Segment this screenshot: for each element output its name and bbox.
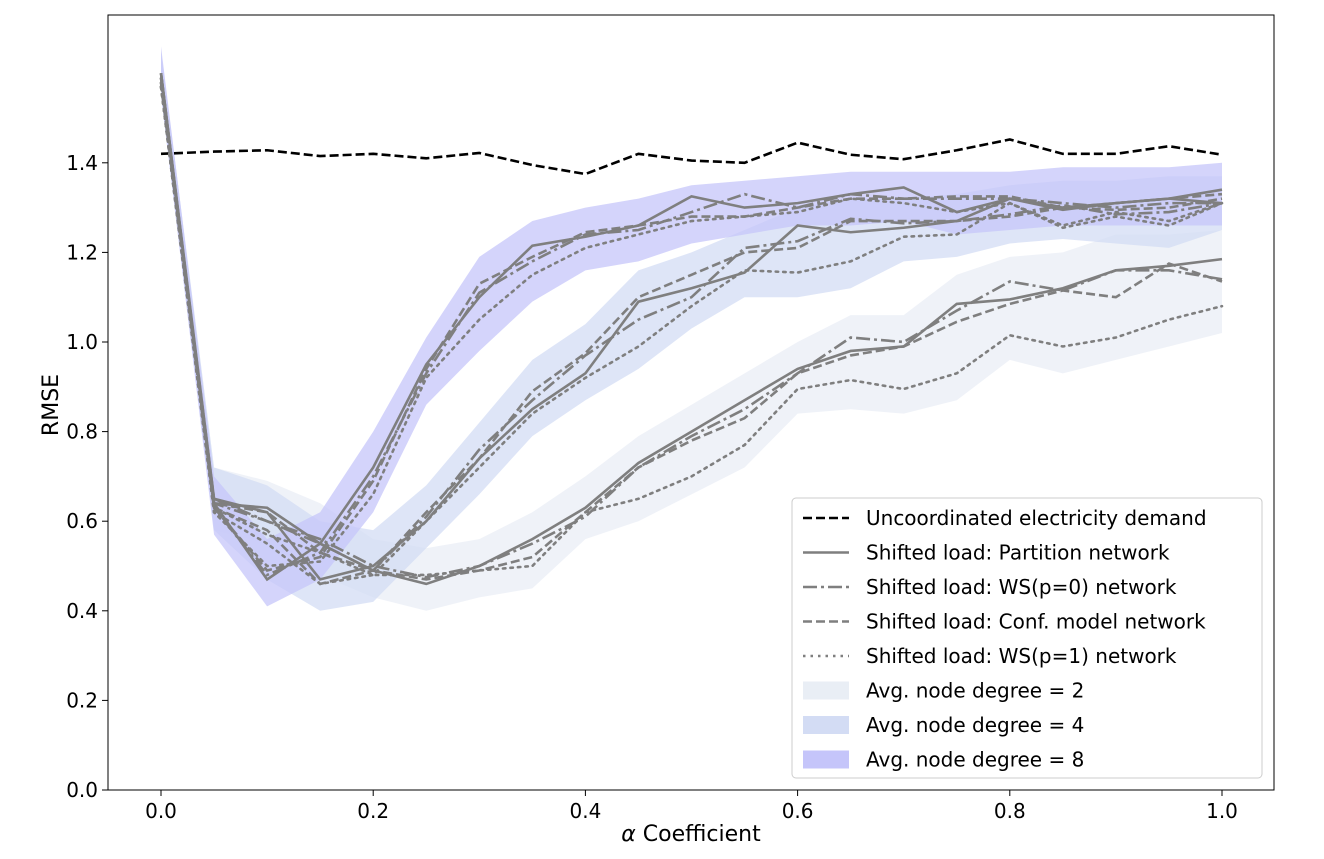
y-axis: 0.0 0.2 0.4 0.6 0.8 1.0 1.2 1.4 <box>66 151 108 802</box>
series-line-3-degree_8 <box>159 81 1223 572</box>
legend-band-swatch <box>803 750 849 769</box>
series-line-3-degree_2 <box>159 81 1223 581</box>
band-degree-8 <box>161 46 1222 607</box>
legend-band-swatch <box>803 716 849 734</box>
x-tick-label: 0.4 <box>569 799 601 823</box>
legend-entry: Shifted load: Partition network <box>866 541 1170 565</box>
x-axis-label: α Coefficient <box>621 822 761 847</box>
y-tick-label: 0.4 <box>66 599 98 623</box>
x-axis-symbol: α <box>621 822 636 847</box>
series-line-4-degree_8 <box>159 85 1224 568</box>
series-line-2-degree_2 <box>159 77 1223 579</box>
legend-band-swatch <box>803 681 849 700</box>
y-tick-label: 0.2 <box>66 688 98 712</box>
x-tick-label: 0.2 <box>357 799 389 823</box>
confidence-bands <box>161 46 1222 611</box>
series-lines <box>159 73 1224 586</box>
legend-entry: Shifted load: Conf. model network <box>866 610 1206 634</box>
x-axis: 0.0 0.2 0.4 0.6 0.8 1.0 <box>145 790 1238 823</box>
x-axis-label-text: Coefficient <box>643 822 761 847</box>
x-tick-label: 0.0 <box>145 799 177 823</box>
y-tick-label: 1.2 <box>66 240 98 264</box>
x-tick-label: 0.8 <box>994 799 1026 823</box>
series-line-4-degree_2 <box>159 85 1224 577</box>
y-tick-label: 1.0 <box>66 330 98 354</box>
series-line-3-degree_4 <box>159 81 1223 586</box>
plot-frame <box>107 14 1275 791</box>
y-axis-label: RMSE <box>39 374 64 436</box>
legend-entry: Shifted load: WS(p=0) network <box>866 575 1177 599</box>
legend: Uncoordinated electricity demand Shifted … <box>791 497 1263 779</box>
series-line-2-degree_4 <box>159 77 1223 573</box>
y-tick-label: 0.8 <box>66 420 98 444</box>
series-line-1-degree_4 <box>159 73 1223 581</box>
legend-box <box>791 497 1263 779</box>
x-tick-label: 1.0 <box>1206 799 1238 823</box>
band-degree-2 <box>161 50 1222 611</box>
legend-entry: Avg. node degree = 4 <box>866 713 1084 737</box>
legend-entry: Shifted load: WS(p=1) network <box>866 644 1177 668</box>
legend-entry: Avg. node degree = 2 <box>866 679 1084 703</box>
series-line-2-degree_8 <box>159 77 1222 577</box>
x-tick-label: 0.6 <box>782 799 814 823</box>
series-line-4-degree_4 <box>159 85 1224 586</box>
y-tick-label: 0.0 <box>66 778 98 802</box>
series-line-uncoordinated <box>160 138 1223 176</box>
y-tick-label: 0.6 <box>66 509 98 533</box>
legend-entry: Uncoordinated electricity demand <box>866 506 1207 530</box>
y-tick-label: 1.4 <box>66 151 98 175</box>
legend-entry: Avg. node degree = 8 <box>866 748 1084 772</box>
